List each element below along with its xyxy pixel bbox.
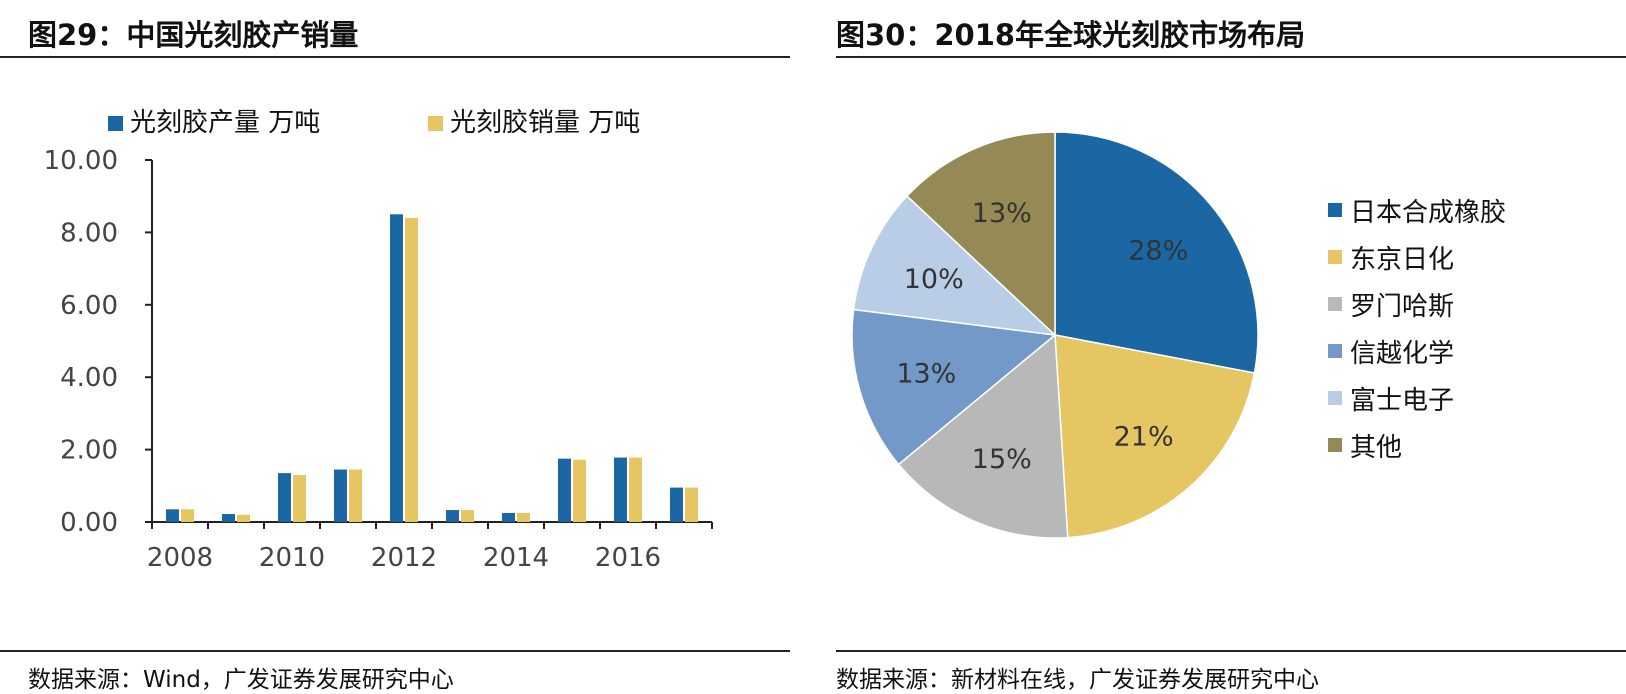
data-source: 数据来源：新材料在线，广发证券发展研究中心 bbox=[836, 667, 1319, 693]
pie-slice-5 bbox=[852, 194, 1058, 337]
legend-label: 光刻胶产量 万吨 bbox=[130, 108, 320, 138]
legend-swatch bbox=[428, 116, 443, 131]
x-tick-label: 2010 bbox=[259, 543, 325, 573]
bar-production-2015 bbox=[558, 458, 571, 522]
bar-production-2016 bbox=[614, 457, 627, 522]
bar-production-2013 bbox=[446, 510, 459, 522]
legend-swatch bbox=[1328, 297, 1342, 311]
legend-label: 罗门哈斯 bbox=[1350, 292, 1454, 322]
pie-slice-4 bbox=[851, 308, 1057, 466]
bar-production-2014 bbox=[502, 512, 515, 522]
pie-value-label: 21% bbox=[1114, 421, 1174, 452]
bar-sales-2009 bbox=[237, 514, 250, 522]
y-tick-label: 6.00 bbox=[60, 291, 118, 321]
title-divider bbox=[0, 56, 790, 58]
title-divider bbox=[836, 56, 1626, 58]
y-tick-label: 2.00 bbox=[60, 436, 118, 466]
bar-sales-2010 bbox=[293, 474, 306, 522]
y-tick-label: 8.00 bbox=[60, 218, 118, 248]
bar-legend: 光刻胶产量 万吨 光刻胶销量 万吨 bbox=[108, 108, 640, 138]
bar-production-2011 bbox=[334, 469, 347, 522]
bar-production-2008 bbox=[166, 509, 179, 522]
source-divider bbox=[836, 650, 1626, 652]
legend-swatch bbox=[1328, 391, 1342, 405]
pie-value-label: 15% bbox=[972, 444, 1032, 475]
x-tick-label: 2016 bbox=[595, 543, 661, 573]
legend-label: 日本合成橡胶 bbox=[1350, 198, 1506, 228]
bar-production-2012 bbox=[390, 214, 403, 523]
pie-chart: 28% 21% 15% 13% 10% 13% 日本合成橡胶东京日化罗门哈斯信越化学富士电… bbox=[851, 131, 1506, 539]
bar-production-2010 bbox=[278, 473, 291, 522]
pie-slice-6 bbox=[905, 131, 1056, 337]
bar-production-2009 bbox=[222, 514, 235, 522]
y-tick-label: 0.00 bbox=[60, 508, 118, 538]
legend-swatch bbox=[1328, 203, 1342, 217]
data-source: 数据来源：Wind，广发证券发展研究中心 bbox=[28, 667, 454, 693]
bar-chart-title: 图29：中国光刻胶产销量 bbox=[28, 18, 359, 52]
legend-swatch bbox=[108, 116, 123, 131]
pie-value-label: 13% bbox=[972, 198, 1032, 229]
bar-sales-2016 bbox=[629, 457, 642, 522]
bar-sales-2017 bbox=[685, 487, 698, 522]
bar-sales-2011 bbox=[349, 469, 362, 522]
y-tick-label: 10.00 bbox=[44, 146, 118, 176]
x-axis: 2008 2010 2012 2014 2016 bbox=[147, 521, 713, 573]
pie-value-label: 28% bbox=[1128, 236, 1188, 267]
y-tick-label: 4.00 bbox=[60, 363, 118, 393]
legend-label: 东京日化 bbox=[1350, 245, 1454, 275]
right-panel: 图30：2018年全球光刻胶市场布局 28% 21% 15% 13% 10% 13% 日本… bbox=[836, 0, 1626, 693]
legend-swatch bbox=[1328, 250, 1342, 264]
bar-sales-2013 bbox=[461, 510, 474, 522]
legend-label: 光刻胶销量 万吨 bbox=[450, 108, 640, 138]
legend-label: 其他 bbox=[1350, 433, 1402, 463]
pie-slices bbox=[851, 131, 1259, 539]
pie-labels: 28% 21% 15% 13% 10% 13% bbox=[896, 198, 1188, 475]
bar-production-2017 bbox=[670, 487, 683, 522]
pie-value-label: 10% bbox=[904, 264, 964, 295]
legend-swatch bbox=[1328, 438, 1342, 452]
x-tick-label: 2012 bbox=[371, 543, 437, 573]
pie-chart-title: 图30：2018年全球光刻胶市场布局 bbox=[836, 18, 1306, 52]
bar-sales-2014 bbox=[517, 512, 530, 522]
pie-slice-1 bbox=[1054, 131, 1259, 374]
legend-label: 信越化学 bbox=[1350, 339, 1454, 369]
left-panel: 图29：中国光刻胶产销量 光刻胶产量 万吨 光刻胶销量 万吨 0.00 2.00 4.… bbox=[0, 0, 790, 693]
bars bbox=[166, 214, 698, 523]
source-divider bbox=[0, 650, 790, 652]
legend-swatch bbox=[1328, 344, 1342, 358]
bar-sales-2012 bbox=[405, 217, 418, 523]
pie-value-label: 13% bbox=[896, 358, 956, 389]
pie-slice-3 bbox=[897, 333, 1069, 539]
y-axis: 0.00 2.00 4.00 6.00 8.00 10.00 bbox=[44, 146, 153, 538]
bar-sales-2008 bbox=[181, 509, 194, 522]
legend-label: 富士电子 bbox=[1350, 386, 1454, 416]
pie-slice-2 bbox=[1054, 334, 1256, 539]
x-tick-label: 2008 bbox=[147, 543, 213, 573]
x-tick-label: 2014 bbox=[483, 543, 549, 573]
bar-chart: 光刻胶产量 万吨 光刻胶销量 万吨 0.00 2.00 4.00 6.00 8.00 10.… bbox=[44, 108, 713, 573]
bar-sales-2015 bbox=[573, 459, 586, 522]
